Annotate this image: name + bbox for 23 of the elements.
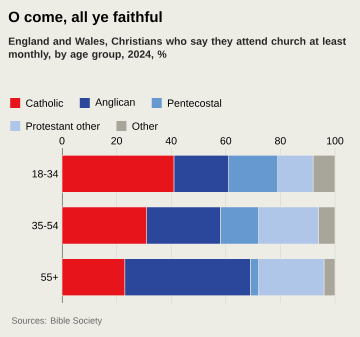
x-tick-label: 60 [220, 137, 232, 144]
y-tick-label: 55+ [41, 274, 58, 281]
y-tick-label: 18-34 [32, 170, 58, 178]
x-tick-label: 40 [166, 137, 177, 144]
bar [318, 206, 336, 244]
x-tick-label: 100 [327, 137, 344, 144]
legend-label: Protestant other [26, 122, 100, 130]
chart-subtitle: England and Wales, Christians who say they attend church at least monthly, by age group, 2024, % [8, 37, 346, 60]
x-tick-label: 80 [275, 137, 286, 144]
bar [62, 155, 174, 193]
legend-label: Anglican [95, 98, 135, 108]
bar [62, 206, 147, 244]
x-tick-label: 20 [111, 137, 122, 144]
x-tick-label: 0 [59, 137, 64, 144]
bar [62, 258, 126, 296]
bar [324, 258, 336, 296]
legend-label: Other [132, 122, 158, 130]
source-note: Sources: Bible Society [12, 317, 102, 326]
bar [312, 155, 336, 193]
chart-title: O come, all ye faithful [8, 11, 162, 26]
y-tick-label: 35-54 [32, 222, 58, 230]
legend-label: Catholic [26, 99, 64, 107]
legend-label: Pentecostal [168, 99, 222, 107]
